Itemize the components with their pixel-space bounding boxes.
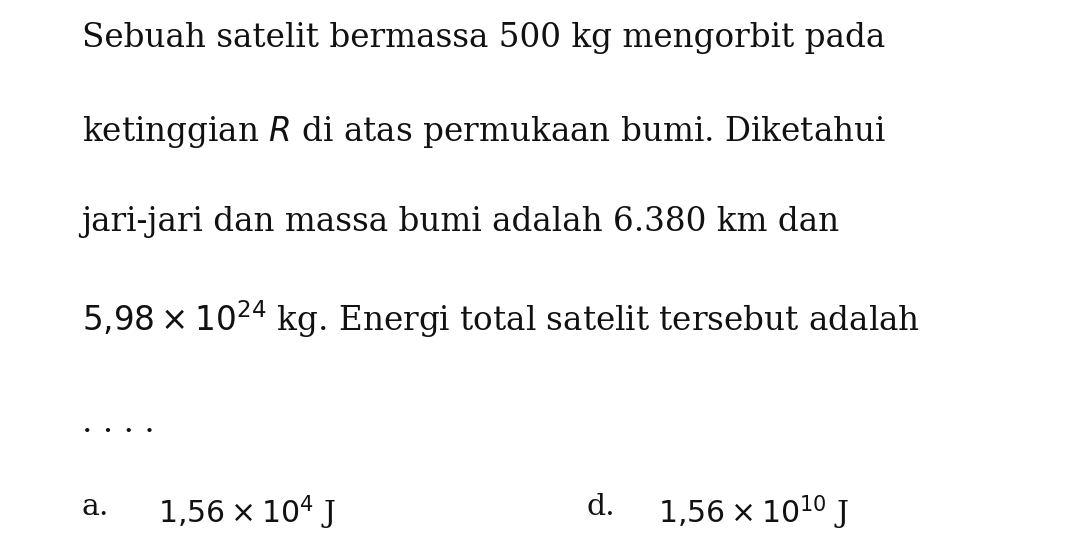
Text: $1{,}56 \times 10^{4}$ J: $1{,}56 \times 10^{4}$ J <box>158 493 336 532</box>
Text: $5{,}98 \times 10^{24}$ kg. Energi total satelit tersebut adalah: $5{,}98 \times 10^{24}$ kg. Energi total… <box>82 298 920 340</box>
Text: ketinggian $R$ di atas permukaan bumi. Diketahui: ketinggian $R$ di atas permukaan bumi. D… <box>82 114 886 150</box>
Text: $1{,}56 \times 10^{10}$ J: $1{,}56 \times 10^{10}$ J <box>658 493 849 532</box>
Text: a.: a. <box>82 493 109 521</box>
Text: . . . .: . . . . <box>82 407 154 438</box>
Text: Sebuah satelit bermassa 500 kg mengorbit pada: Sebuah satelit bermassa 500 kg mengorbit… <box>82 22 885 54</box>
Text: jari-jari dan massa bumi adalah 6.380 km dan: jari-jari dan massa bumi adalah 6.380 km… <box>82 206 839 238</box>
Text: d.: d. <box>587 493 615 521</box>
